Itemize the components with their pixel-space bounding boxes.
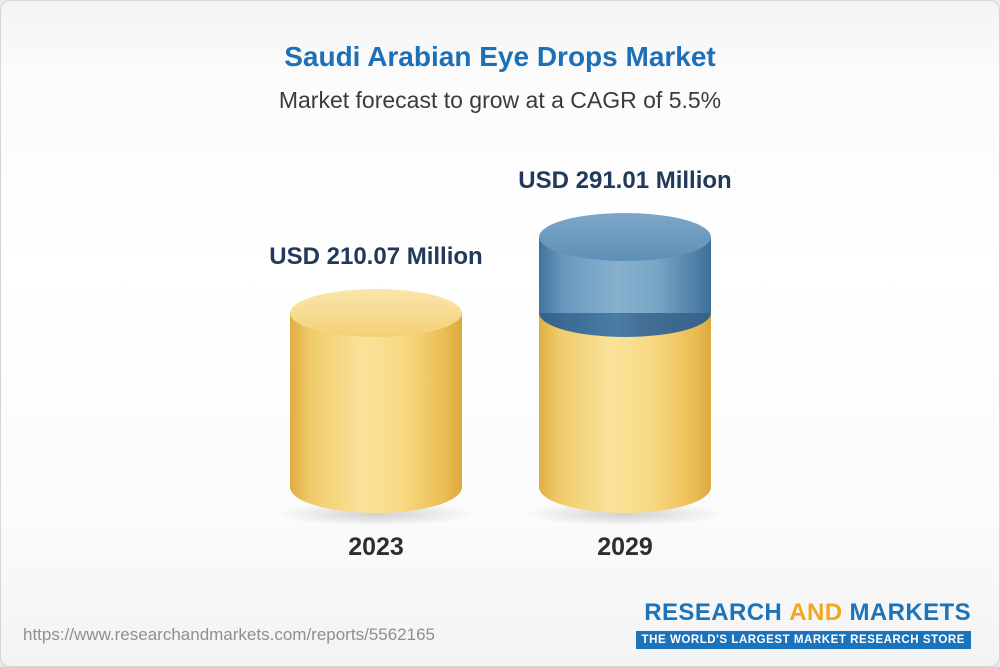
logo-wordmark: RESEARCH AND MARKETS xyxy=(636,599,971,627)
bar-2023 xyxy=(290,289,462,513)
cylinder-body-2029-base xyxy=(539,313,711,513)
value-label-2029: USD 291.01 Million xyxy=(518,166,732,194)
report-url: https://www.researchandmarkets.com/repor… xyxy=(23,625,435,644)
cylinder-cap-2023 xyxy=(290,289,462,338)
research-and-markets-logo: RESEARCH AND MARKETS THE WORLD'S LARGEST… xyxy=(635,599,971,649)
logo-tagline: THE WORLD'S LARGEST MARKET RESEARCH STOR… xyxy=(635,631,971,649)
logo-word-markets: MARKETS xyxy=(849,599,971,626)
year-label-2023: 2023 xyxy=(348,533,404,561)
cylinder-body-2023 xyxy=(290,313,462,513)
page-title: Saudi Arabian Eye Drops Market xyxy=(284,41,716,72)
cylinder-cap-2029 xyxy=(539,212,711,261)
logo-word-research: RESEARCH xyxy=(644,599,783,626)
page-subtitle: Market forecast to grow at a CAGR of 5.5… xyxy=(278,87,722,113)
bar-2029 xyxy=(539,212,711,513)
year-label-2029: 2029 xyxy=(597,533,653,561)
logo-word-and: AND xyxy=(789,599,843,626)
value-label-2023: USD 210.07 Million xyxy=(269,243,483,271)
